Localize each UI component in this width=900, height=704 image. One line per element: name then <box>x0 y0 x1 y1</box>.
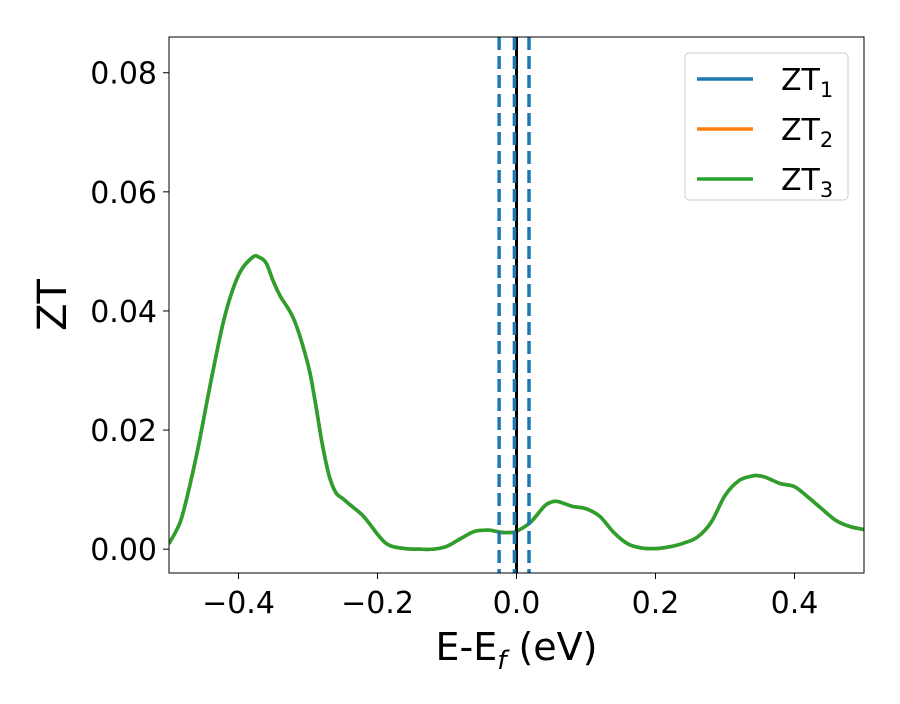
y-tick-label: 0.08 <box>90 57 157 92</box>
axes: −0.4 −0.2 0.0 0.2 0.4 0.00 0.02 0.04 0.06 0.08 E-E… <box>30 36 865 676</box>
plot-area <box>169 37 864 573</box>
plot-clip-group <box>169 37 864 573</box>
legend-label-2: ZT2 <box>781 113 833 152</box>
legend-label-3: ZT3 <box>781 163 833 202</box>
legend-box <box>684 52 849 201</box>
legend: ZT1 ZT2 ZT3 <box>684 52 849 202</box>
x-tick-label: −0.2 <box>341 586 414 621</box>
x-tick-label: −0.4 <box>202 586 275 621</box>
x-tick-label: 0.4 <box>771 586 819 621</box>
series-line-zt3 <box>169 254 864 552</box>
x-tick-label: 0.0 <box>493 586 541 621</box>
y-tick-label: 0.00 <box>90 533 157 568</box>
y-axis-label: ZT <box>30 279 76 331</box>
y-tick-label: 0.02 <box>90 414 157 449</box>
legend-label-1: ZT1 <box>781 63 833 102</box>
x-axis-label: E-Ef (eV) <box>436 625 598 676</box>
x-tick-label: 0.2 <box>632 586 680 621</box>
y-tick-label: 0.06 <box>90 176 157 211</box>
y-tick-label: 0.04 <box>90 295 157 330</box>
